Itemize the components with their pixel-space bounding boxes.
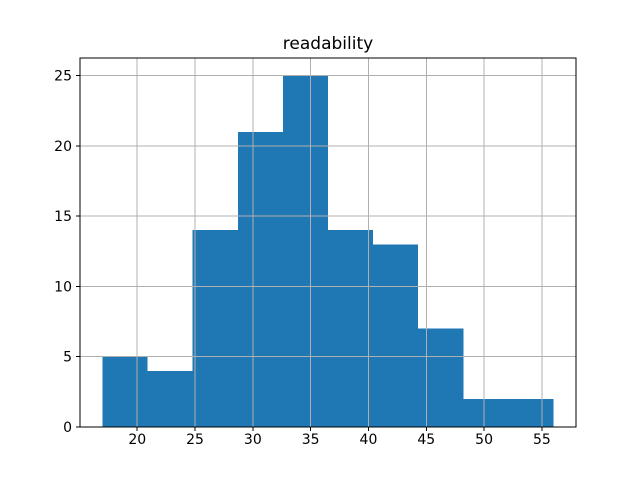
histogram-bar [463,398,509,427]
axes-spines [79,57,577,428]
histogram-bar [508,398,554,427]
x-tick-label: 20 [128,432,146,448]
y-tick-label: 0 [63,420,72,436]
chart-title: readability [282,34,374,54]
x-tick-label: 55 [533,432,551,448]
histogram-bar [328,230,374,427]
histogram-bar [102,356,148,427]
histogram-bar [373,244,419,427]
y-tick-label: 15 [54,209,72,225]
x-tick-label: 35 [302,432,320,448]
y-tick-label: 25 [54,69,72,85]
x-tick-label: 40 [360,432,378,448]
histogram-bar [147,370,193,427]
histogram-bar [192,230,238,427]
y-tick-label: 20 [54,139,72,155]
histogram-bar [237,131,283,428]
x-tick-label: 30 [244,432,262,448]
histogram-bar [282,75,328,428]
y-tick-label: 10 [54,279,72,295]
y-tick-label: 5 [63,350,72,366]
x-tick-label: 50 [475,432,493,448]
x-tick-label: 25 [186,432,204,448]
x-tick-label: 45 [417,432,435,448]
histogram-bar [418,328,464,427]
